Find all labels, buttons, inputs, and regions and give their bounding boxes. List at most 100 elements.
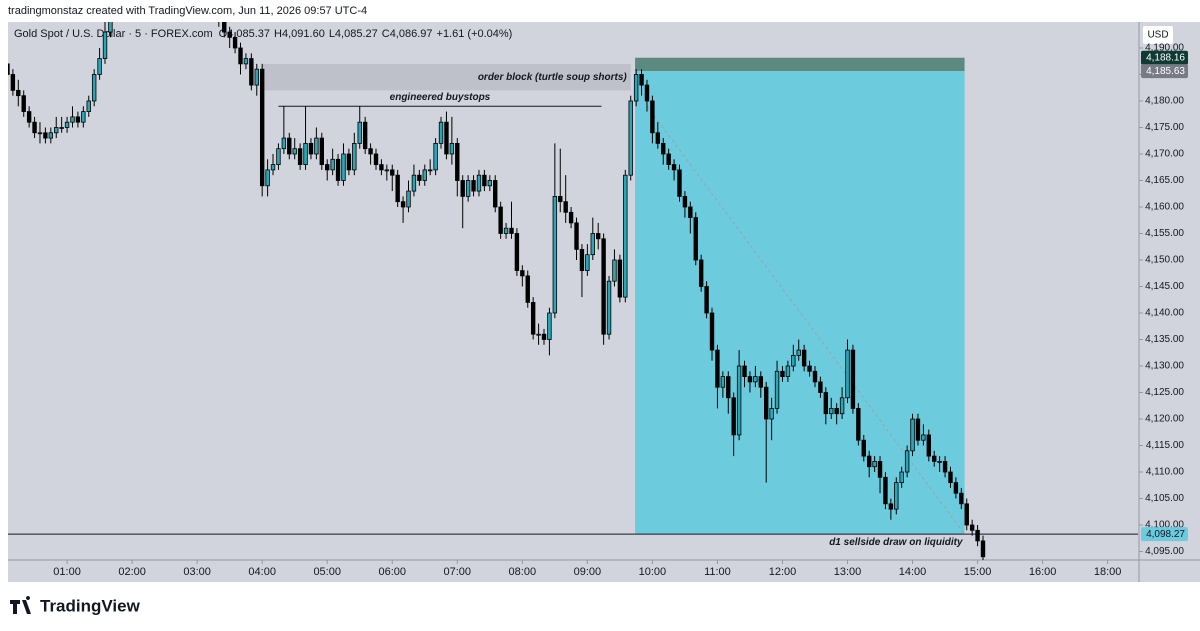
y-tick-label: 4,100.00	[1145, 520, 1184, 531]
candle-body	[937, 461, 942, 463]
candle-body	[503, 227, 509, 234]
x-tick-label: 01:00	[53, 566, 81, 578]
candle-body	[666, 153, 671, 165]
candle-body	[32, 121, 37, 134]
price-tag	[1141, 64, 1188, 79]
candle-body	[70, 116, 75, 123]
candle-body	[373, 153, 379, 165]
candle-body	[910, 418, 915, 452]
candle-body	[471, 180, 476, 192]
candle-body	[682, 195, 688, 208]
candle-body	[596, 233, 601, 240]
candle-body	[688, 206, 693, 218]
candle-body	[520, 270, 525, 277]
candle-body	[704, 286, 709, 314]
candle-body	[720, 376, 726, 388]
candle-body	[21, 95, 26, 112]
target-zone	[635, 71, 965, 535]
candle-body	[742, 365, 747, 378]
status-line: Gold Spot / U.S. Dollar · 5 · FOREX.com O…	[14, 28, 512, 40]
candle-body	[758, 376, 763, 388]
candle-body	[639, 74, 644, 86]
candle-body	[785, 365, 791, 378]
candle-body	[514, 233, 520, 271]
candle-body	[455, 142, 460, 181]
candle-body	[314, 137, 319, 155]
candle-body	[243, 58, 249, 65]
candle-body	[753, 376, 758, 383]
y-tick-label: 4,125.00	[1145, 387, 1184, 398]
candle-body	[693, 217, 698, 261]
candle-body	[861, 439, 866, 457]
candle-body	[232, 36, 238, 49]
x-tick-label: 08:00	[509, 566, 537, 578]
candle-body	[449, 142, 455, 155]
x-tick-label: 12:00	[769, 566, 797, 578]
candle-body	[590, 233, 595, 256]
candle-body	[8, 63, 10, 75]
candle-body	[10, 74, 16, 91]
y-tick-label: 4,130.00	[1145, 361, 1184, 372]
candle-body	[747, 376, 753, 383]
candle-body	[352, 142, 357, 171]
candle-body	[390, 169, 395, 176]
x-tick-label: 09:00	[574, 566, 602, 578]
x-tick-label: 10:00	[639, 566, 667, 578]
candle-body	[715, 349, 720, 388]
candle-body	[536, 333, 541, 336]
candle-body	[287, 137, 292, 155]
candle-body	[980, 540, 986, 558]
buystops-label: engineered buystops	[390, 92, 491, 103]
candle-body	[325, 164, 330, 171]
y-tick-label: 4,190.00	[1145, 43, 1184, 54]
candle-body	[872, 461, 877, 468]
candle-body	[525, 275, 530, 303]
candle-body	[585, 254, 590, 271]
candle-body	[476, 174, 482, 192]
candle-body	[81, 111, 86, 123]
axes: 4,095.00 4,100.00 4,105.00 4,110.00 4,115.00…	[53, 43, 1188, 578]
candle-body	[341, 153, 346, 181]
candle-body	[698, 259, 704, 287]
order-block-label: order block (turtle soup shorts)	[478, 72, 628, 83]
candle-body	[102, 31, 108, 59]
candle-body	[975, 529, 980, 542]
candle-body	[26, 111, 32, 123]
candle-body	[433, 142, 438, 171]
candle-body	[357, 121, 362, 144]
y-tick-label: 4,095.00	[1145, 546, 1184, 557]
candle-body	[904, 450, 910, 473]
x-tick-label: 07:00	[444, 566, 472, 578]
candle-body	[417, 174, 422, 181]
candle-body	[308, 142, 314, 155]
candle-body	[54, 127, 59, 134]
candle-body	[509, 227, 514, 234]
symbol: Gold Spot / U.S. Dollar · 5 · FOREX.com	[14, 28, 213, 40]
candle-body	[411, 174, 417, 192]
candle-body	[97, 58, 102, 75]
candle-body	[37, 132, 43, 135]
candle-body	[303, 142, 308, 165]
candle-body	[617, 259, 623, 298]
y-tick-label: 4,170.00	[1145, 149, 1184, 160]
candle-body	[850, 349, 856, 409]
candle-body	[644, 84, 650, 102]
candle-body	[59, 127, 64, 129]
candle-body	[346, 153, 352, 171]
candle-body	[948, 471, 953, 484]
candle-body	[395, 174, 400, 203]
candle-body	[368, 148, 373, 155]
currency-box	[1143, 26, 1173, 44]
price-tag	[1141, 50, 1188, 65]
candle-body	[43, 132, 48, 139]
candle-body	[276, 148, 281, 165]
candle-body	[796, 349, 801, 356]
candle-body	[108, 22, 113, 33]
candle-body	[222, 22, 227, 33]
candle-body	[926, 434, 932, 457]
candle-body	[932, 455, 937, 462]
candle-body	[888, 503, 894, 510]
candle-body	[552, 195, 558, 314]
